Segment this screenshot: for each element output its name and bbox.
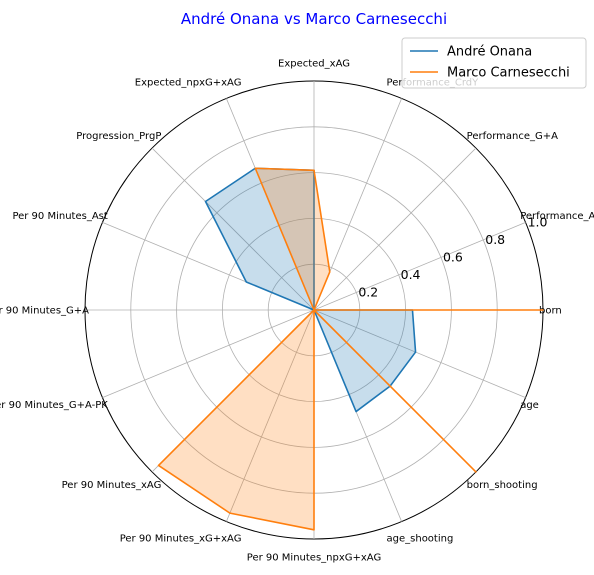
- grid-spoke: [102, 309, 315, 399]
- legend: André Onana Marco Carnesecchi: [401, 37, 587, 89]
- radial-tick-label: 0.6: [443, 249, 463, 264]
- grid-spoke: [225, 309, 315, 522]
- category-label: Progression_PrgP: [76, 131, 161, 142]
- category-labels: bornPerformance_AstPerformance_G+APerfor…: [0, 59, 594, 564]
- grid-spoke: [313, 221, 526, 311]
- category-label: Expected_npxG+xAG: [135, 77, 242, 88]
- category-label: Per 90 Minutes_npxG+xAG: [247, 553, 381, 564]
- category-label: Performance_G+A: [467, 131, 558, 142]
- series-fill-1: [158, 168, 544, 530]
- grid-spoke: [313, 309, 526, 399]
- radar-series: [157, 167, 544, 531]
- legend-box: [401, 37, 587, 89]
- radial-tick-label: 0.4: [401, 267, 421, 282]
- radial-tick-label: 1.0: [528, 214, 548, 229]
- category-label: born_shooting: [467, 480, 538, 491]
- category-label: age: [520, 400, 539, 411]
- category-label: Per 90 Minutes_Ast: [12, 211, 107, 222]
- category-label: Per 90 Minutes_xG+xAG: [120, 534, 242, 545]
- category-label: Per 90 Minutes_G+A-PK: [0, 400, 108, 411]
- chart-title: André Onana vs Marco Carnesecchi: [181, 10, 447, 28]
- legend-label-series-1: Marco Carnesecchi: [447, 66, 570, 81]
- category-label: Performance_Ast: [520, 211, 594, 222]
- category-label: age_shooting: [387, 534, 454, 545]
- radial-tick-label: 0.8: [485, 232, 505, 247]
- category-label: Expected_xAG: [278, 59, 350, 70]
- series-fill-0: [205, 168, 416, 412]
- category-label: Per 90 Minutes_G+A: [0, 306, 89, 317]
- radial-tick-labels: 0.2 0.4 0.6 0.8 1.0: [358, 214, 547, 299]
- category-label: born: [539, 306, 562, 317]
- category-label: Per 90 Minutes_xAG: [62, 480, 162, 491]
- grid-spoke: [313, 147, 477, 311]
- radial-tick-label: 0.2: [358, 284, 378, 299]
- legend-label-series-0: André Onana: [447, 45, 532, 60]
- grid-spoke: [151, 147, 315, 311]
